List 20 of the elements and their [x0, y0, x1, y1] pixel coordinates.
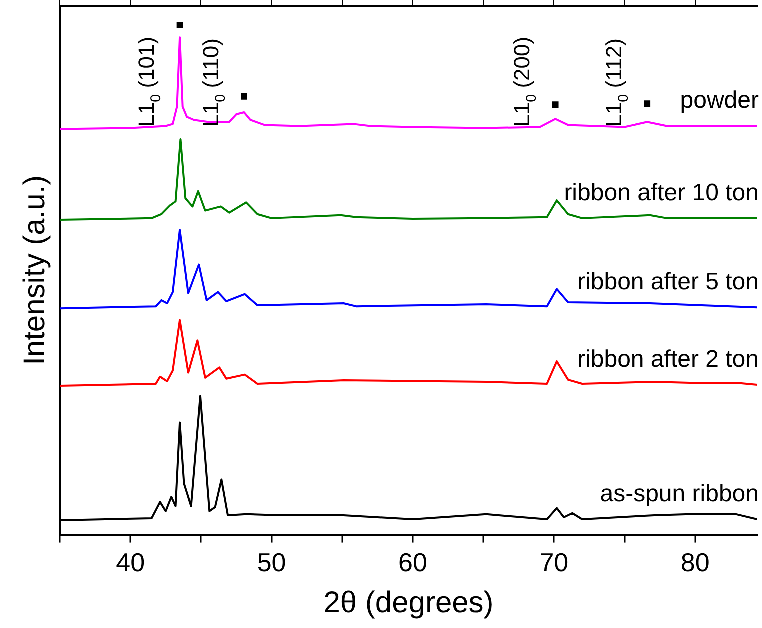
- series-label: powder: [680, 87, 760, 114]
- series-label: as-spun ribbon: [600, 480, 759, 508]
- point: [241, 94, 248, 100]
- point: [176, 22, 184, 29]
- point: [552, 102, 559, 108]
- series-label: ribbon after 5 ton: [578, 268, 759, 296]
- point: [644, 100, 651, 107]
- series-label: ribbon after 2 ton: [578, 346, 759, 374]
- x-axis-title: 2θ (degrees): [324, 586, 494, 620]
- y-axis-title: Intensity (a.u.): [18, 175, 52, 366]
- annotation: L10 (110): [198, 38, 229, 127]
- x-tick-label: 80: [680, 548, 710, 578]
- x-tick-label: 40: [116, 548, 146, 578]
- x-tick-label: 50: [257, 548, 286, 578]
- annotation: L10 (200): [510, 36, 540, 127]
- x-tick-label: 60: [398, 548, 428, 578]
- annotation: L10 (101): [134, 36, 165, 127]
- series-label: ribbon after 10 ton: [564, 179, 759, 206]
- annotation: L10 (112): [601, 38, 632, 127]
- x-tick-label: 70: [540, 548, 569, 578]
